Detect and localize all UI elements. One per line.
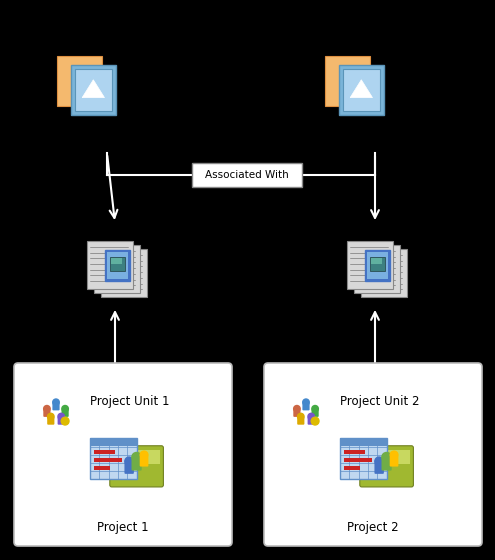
FancyBboxPatch shape — [344, 458, 372, 462]
Text: Associated With: Associated With — [205, 170, 289, 180]
Circle shape — [61, 417, 69, 425]
Polygon shape — [57, 57, 102, 106]
FancyBboxPatch shape — [371, 258, 382, 264]
FancyBboxPatch shape — [47, 417, 54, 424]
FancyBboxPatch shape — [370, 256, 385, 270]
Circle shape — [44, 405, 50, 412]
Polygon shape — [113, 441, 136, 448]
Circle shape — [294, 405, 300, 412]
FancyBboxPatch shape — [367, 252, 388, 279]
FancyBboxPatch shape — [110, 256, 125, 270]
FancyBboxPatch shape — [382, 459, 392, 470]
Polygon shape — [343, 69, 380, 111]
Text: Project Unit 1: Project Unit 1 — [90, 395, 169, 408]
Circle shape — [48, 413, 54, 420]
Text: Project 1: Project 1 — [97, 521, 149, 534]
FancyBboxPatch shape — [14, 363, 232, 546]
Circle shape — [312, 405, 318, 412]
FancyBboxPatch shape — [344, 450, 365, 454]
Circle shape — [375, 457, 384, 466]
Text: Project 2: Project 2 — [347, 521, 399, 534]
FancyBboxPatch shape — [364, 450, 409, 464]
FancyBboxPatch shape — [90, 438, 137, 479]
Circle shape — [62, 405, 68, 412]
FancyBboxPatch shape — [140, 456, 148, 466]
FancyBboxPatch shape — [365, 250, 390, 281]
FancyBboxPatch shape — [105, 250, 130, 281]
FancyBboxPatch shape — [90, 438, 137, 446]
FancyBboxPatch shape — [361, 249, 407, 297]
Polygon shape — [71, 65, 116, 115]
FancyBboxPatch shape — [340, 438, 387, 479]
FancyBboxPatch shape — [390, 456, 398, 466]
Circle shape — [308, 413, 314, 420]
FancyBboxPatch shape — [43, 409, 50, 417]
FancyBboxPatch shape — [311, 409, 319, 417]
Circle shape — [382, 452, 392, 462]
FancyBboxPatch shape — [132, 459, 142, 470]
FancyBboxPatch shape — [294, 409, 300, 417]
Polygon shape — [75, 69, 112, 111]
FancyBboxPatch shape — [124, 463, 134, 474]
FancyBboxPatch shape — [110, 446, 163, 487]
FancyBboxPatch shape — [307, 417, 315, 424]
FancyBboxPatch shape — [57, 417, 65, 424]
Circle shape — [311, 417, 319, 425]
FancyBboxPatch shape — [52, 403, 59, 410]
FancyBboxPatch shape — [354, 245, 400, 293]
Circle shape — [58, 413, 64, 420]
FancyBboxPatch shape — [360, 446, 413, 487]
FancyBboxPatch shape — [114, 450, 159, 464]
Polygon shape — [325, 57, 370, 106]
FancyBboxPatch shape — [107, 252, 128, 279]
Circle shape — [125, 457, 134, 466]
Circle shape — [53, 399, 59, 405]
FancyBboxPatch shape — [374, 463, 384, 474]
FancyBboxPatch shape — [94, 450, 115, 454]
Polygon shape — [350, 80, 372, 97]
Circle shape — [132, 452, 142, 462]
FancyBboxPatch shape — [101, 249, 147, 297]
FancyBboxPatch shape — [61, 409, 69, 417]
FancyBboxPatch shape — [94, 245, 140, 293]
Circle shape — [303, 399, 309, 405]
Circle shape — [297, 413, 304, 420]
Text: Project Unit 2: Project Unit 2 — [340, 395, 419, 408]
FancyBboxPatch shape — [264, 363, 482, 546]
FancyBboxPatch shape — [344, 466, 360, 470]
Polygon shape — [363, 441, 387, 448]
FancyBboxPatch shape — [111, 258, 122, 264]
FancyBboxPatch shape — [302, 403, 309, 410]
Polygon shape — [82, 80, 104, 97]
Polygon shape — [339, 65, 384, 115]
FancyBboxPatch shape — [347, 241, 394, 289]
FancyBboxPatch shape — [192, 163, 302, 187]
FancyBboxPatch shape — [87, 241, 134, 289]
Circle shape — [390, 451, 398, 459]
FancyBboxPatch shape — [94, 458, 122, 462]
Circle shape — [140, 451, 148, 459]
FancyBboxPatch shape — [94, 466, 110, 470]
FancyBboxPatch shape — [297, 417, 304, 424]
FancyBboxPatch shape — [340, 438, 387, 446]
